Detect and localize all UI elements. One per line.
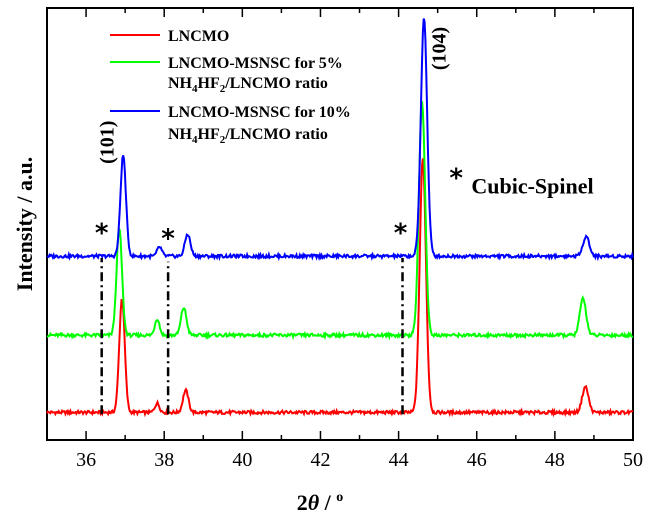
series-line	[46, 158, 634, 418]
annotations: * * * (101) (104) * Cubic-Spinel	[95, 27, 594, 254]
x-tick-label: 36	[76, 449, 96, 471]
peak-label: (101)	[96, 121, 118, 164]
x-axis-label: 2θ / o	[297, 490, 344, 515]
legend: LNCMO LNCMO-MSNSC for 5% NH4HF2/LNCMO rati…	[110, 28, 351, 146]
x-tick-label: 50	[623, 449, 643, 471]
x-tick-label: 38	[154, 449, 174, 471]
legend-label: NH4HF2/LNCMO ratio	[168, 126, 328, 146]
star-marker: *	[161, 224, 175, 254]
axis-layer: 36 38 40 42 44 46 48 50 2θ / o Intensity / a.u.	[12, 8, 643, 515]
guides-layer	[100, 258, 404, 415]
legend-label: LNCMO	[168, 28, 229, 45]
legend-label: LNCMO-MSNSC for 5%	[168, 55, 343, 72]
plot-area	[46, 7, 634, 441]
cubic-spinel-label: Cubic-Spinel	[471, 173, 593, 198]
y-axis-label: Intensity / a.u.	[12, 157, 37, 291]
series-line	[46, 18, 634, 262]
x-tick-label: 46	[467, 449, 487, 471]
x-tick-label: 40	[232, 449, 252, 471]
star-marker: *	[95, 218, 109, 248]
x-tick-label: 44	[389, 449, 409, 471]
cubic-spinel-star: *	[449, 163, 463, 193]
plot-frame	[46, 7, 634, 441]
legend-label: NH4HF2/LNCMO ratio	[168, 75, 328, 95]
series-line	[46, 101, 634, 341]
x-tick-label: 48	[545, 449, 565, 471]
x-tick-label: 42	[310, 449, 330, 471]
peak-label: (104)	[428, 27, 450, 70]
series-layer	[46, 18, 634, 418]
star-marker: *	[394, 218, 408, 248]
legend-label: LNCMO-MSNSC for 10%	[168, 104, 351, 121]
